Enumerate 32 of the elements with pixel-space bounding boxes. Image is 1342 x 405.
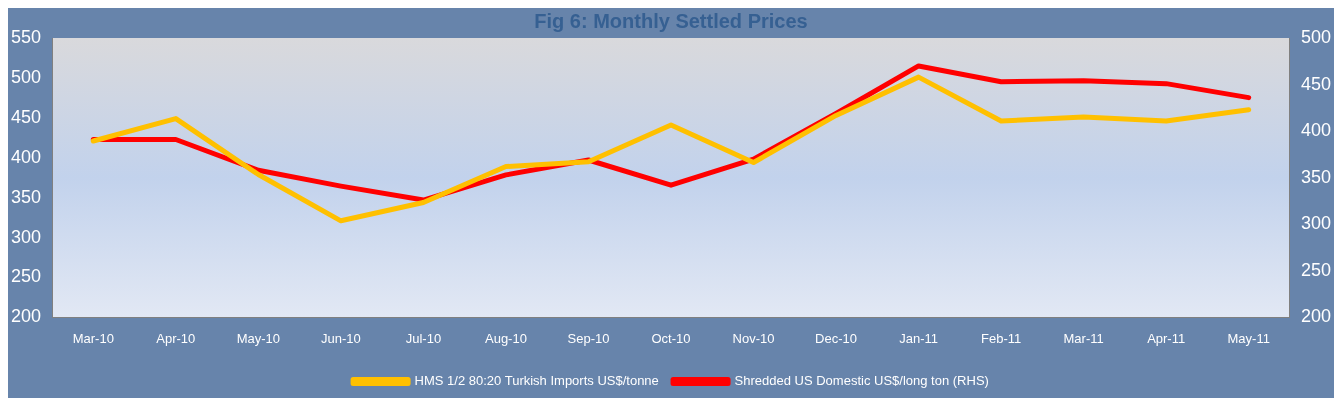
x-tick-label: Sep-10 [567, 330, 610, 346]
x-tick-label: Jan-11 [899, 330, 938, 346]
x-tick-label: Aug-10 [484, 330, 527, 346]
y2-tick-label: 350 [1300, 166, 1332, 187]
x-tick-label: Nov-10 [732, 330, 775, 346]
y-tick-label: 200 [10, 306, 42, 327]
y2-tick-label: 300 [1300, 213, 1332, 234]
x-tick-label: May-10 [236, 330, 281, 346]
y2-tick-label: 200 [1300, 306, 1332, 327]
y-tick-label: 550 [10, 26, 42, 47]
x-tick-label: May-11 [1227, 330, 1270, 346]
legend-label: HMS 1/2 80:20 Turkish Imports US$/tonne [414, 373, 659, 389]
x-tick-label: Mar-10 [72, 330, 114, 346]
x-tick-label: Apr-11 [1147, 330, 1186, 346]
y-tick-label: 500 [10, 66, 42, 87]
y2-tick-label: 450 [1300, 73, 1332, 94]
y-tick-label: 350 [10, 186, 42, 207]
x-tick-label: Apr-10 [156, 330, 196, 346]
x-tick-label: Dec-10 [815, 330, 858, 346]
y-tick-label: 300 [10, 226, 42, 247]
x-tick-label: Mar-11 [1063, 330, 1104, 346]
legend-label: Shredded US Domestic US$/long ton (RHS) [734, 373, 989, 389]
x-tick-label: Feb-11 [981, 330, 1022, 346]
y2-tick-label: 400 [1300, 120, 1332, 141]
y-tick-label: 250 [10, 266, 42, 287]
x-tick-label: Oct-10 [651, 330, 691, 346]
y-tick-label: 450 [10, 106, 42, 127]
y-tick-label: 400 [10, 146, 42, 167]
x-tick-label: Jul-10 [405, 330, 442, 346]
x-tick-label: Jun-10 [321, 330, 361, 346]
y2-tick-label: 500 [1300, 26, 1332, 47]
y2-tick-label: 250 [1300, 259, 1332, 280]
